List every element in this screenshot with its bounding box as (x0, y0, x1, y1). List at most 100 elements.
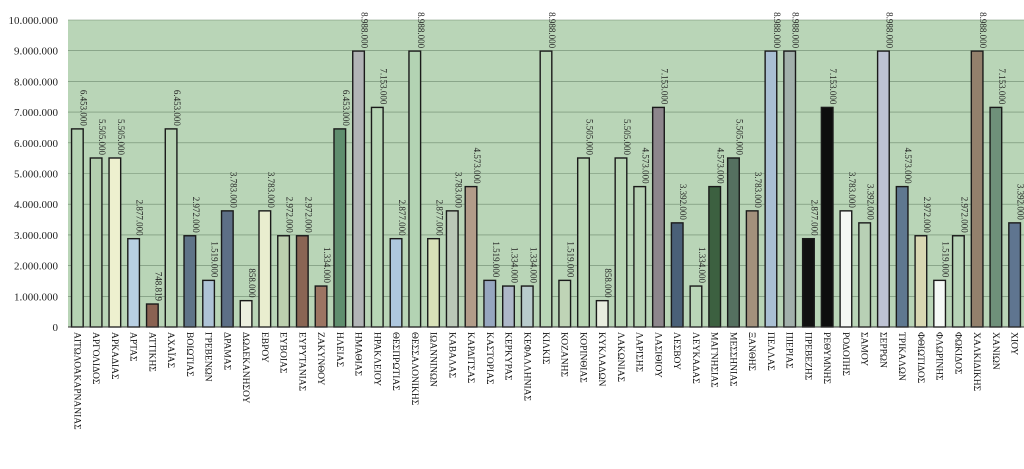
x-tick-label: ΚΙΛΚΙΣ (540, 332, 550, 365)
data-label: 3.392.000 (678, 184, 688, 221)
bar (595, 299, 609, 328)
x-tick-label: ΗΛΕΙΑΣ (334, 332, 344, 368)
bar (220, 210, 234, 328)
x-tick-label: ΛΑΣΙΘΙΟΥ (652, 332, 662, 378)
x-tick-label: ΑΙΤΩΛΟΑΚΑΡΝΑΝΙΑΣ (71, 332, 81, 430)
bar (858, 222, 872, 328)
data-label: 858.000 (247, 268, 257, 298)
bar (202, 279, 216, 328)
x-tick-label: ΤΡΙΚΑΛΩΝ (896, 332, 906, 381)
data-label: 8.988.000 (416, 12, 426, 49)
data-label: 5.505.000 (622, 119, 632, 156)
data-label: 7.153.000 (378, 68, 388, 105)
y-tick-label: 5.000.000 (14, 169, 59, 181)
bar (333, 128, 347, 328)
bar (614, 157, 628, 328)
bar (670, 222, 684, 328)
data-label: 1.519.000 (941, 241, 951, 278)
y-tick-label: 10.000.000 (9, 15, 59, 27)
y-tick-label: 6.000.000 (14, 138, 59, 150)
y-tick-label: 1.000.000 (14, 291, 59, 303)
x-tick-label: ΑΡΤΑΣ (128, 332, 138, 362)
y-tick-label: 3.000.000 (14, 230, 59, 242)
x-tick-label: ΚΑΡΔΙΤΣΑΣ (465, 332, 475, 384)
x-axis-labels: ΑΙΤΩΛΟΑΚΑΡΝΑΝΙΑΣ ΑΡΓΟΛΙΔΟΣ ΑΡΚΑΔΙΑΣ ΑΡΤΑΣ ΑΤ… (71, 332, 1018, 430)
data-label: 1.334.000 (510, 247, 520, 284)
x-tick-label: ΑΡΚΑΔΙΑΣ (109, 332, 119, 380)
data-label: 1.334.000 (697, 247, 707, 284)
x-tick-label: ΘΕΣΣΑΛΟΝΙΚΗΣ (409, 332, 419, 406)
x-tick-label: ΗΜΑΘΙΑΣ (353, 332, 363, 377)
y-tick-label: 0 (53, 322, 59, 334)
x-tick-label: ΣΑΜΟΥ (859, 332, 869, 366)
x-tick-label: ΡΟΔΟΠΗΣ (840, 332, 850, 376)
bar (520, 285, 534, 328)
data-label: 748.819 (153, 272, 163, 302)
data-label: 2.877.000 (809, 200, 819, 237)
bar (989, 106, 1003, 328)
data-label: 2.877.000 (435, 200, 445, 237)
x-tick-label: ΛΕΥΚΑΔΑΣ (690, 332, 700, 384)
bar (558, 279, 572, 328)
bar (539, 50, 553, 328)
bar (183, 235, 197, 328)
bar (370, 106, 384, 328)
data-label: 5.505.000 (734, 119, 744, 156)
data-label: 2.972.000 (285, 197, 295, 234)
bar (839, 210, 853, 328)
bar (352, 50, 366, 328)
data-label: 1.519.000 (210, 241, 220, 278)
bar (464, 185, 478, 328)
y-axis: 0 1.000.000 2.000.000 3.000.000 4.000.000 5.0… (9, 15, 59, 334)
x-tick-label: ΚΕΡΚΥΡΑΣ (503, 332, 513, 381)
x-tick-label: ΧΙΟΥ (1009, 332, 1019, 355)
bar (914, 235, 928, 328)
bar (951, 235, 965, 328)
bar (933, 279, 947, 328)
x-tick-label: ΧΑΛΚΙΔΙΚΗΣ (971, 332, 981, 392)
bar (651, 106, 665, 328)
x-tick-label: ΑΤΤΙΚΗΣ (146, 332, 156, 372)
x-tick-label: ΧΑΝΙΩΝ (990, 332, 1000, 370)
data-label: 1.334.000 (528, 247, 538, 284)
data-label: 2.877.000 (135, 200, 145, 237)
y-tick-label: 7.000.000 (14, 107, 59, 119)
data-label: 6.453.000 (78, 90, 88, 127)
bar (745, 210, 759, 328)
x-tick-label: ΖΑΚΥΝΘΟΥ (315, 332, 325, 385)
data-label: 2.972.000 (191, 197, 201, 234)
bar (970, 50, 984, 328)
data-label: 4.573.000 (472, 148, 482, 185)
bar (164, 128, 178, 328)
data-label: 858.000 (603, 268, 613, 298)
bar (295, 235, 309, 328)
data-label: 7.153.000 (659, 68, 669, 105)
x-tick-label: ΚΟΡΙΝΘΙΑΣ (577, 332, 587, 383)
x-tick-label: ΗΡΑΚΛΕΙΟΥ (371, 332, 381, 386)
data-label: 3.783.000 (753, 172, 763, 209)
x-tick-label: ΣΕΡΡΩΝ (877, 332, 887, 368)
data-labels: 6.453.000 5.505.000 5.505.000 2.877.000 748.… (78, 12, 1024, 301)
bar (689, 285, 703, 328)
x-tick-label: ΜΕΣΣΗΝΙΑΣ (727, 332, 737, 387)
bar (708, 185, 722, 328)
bar (783, 50, 797, 328)
bar (408, 50, 422, 328)
data-label: 8.988.000 (978, 12, 988, 49)
data-label: 5.505.000 (584, 119, 594, 156)
x-tick-label: ΠΡΕΒΕΖΗΣ (802, 332, 812, 381)
data-label: 8.988.000 (772, 12, 782, 49)
data-label: 3.392.000 (1016, 184, 1024, 221)
x-tick-label: ΛΑΚΩΝΙΑΣ (615, 332, 625, 383)
x-tick-label: ΠΙΕΡΙΑΣ (784, 332, 794, 369)
x-tick-label: ΚΟΖΑΝΗΣ (559, 332, 569, 377)
y-tick-label: 2.000.000 (14, 261, 59, 273)
data-label: 4.573.000 (903, 148, 913, 185)
x-tick-label: ΛΕΣΒΟΥ (671, 332, 681, 370)
bar (895, 185, 909, 328)
data-label: 4.573.000 (641, 148, 651, 185)
x-tick-label: ΘΕΣΠΡΩΤΙΑΣ (390, 332, 400, 391)
data-label: 8.988.000 (791, 12, 801, 49)
data-label: 2.972.000 (922, 197, 932, 234)
x-tick-label: ΓΡΕΒΕΝΩΝ (203, 332, 213, 382)
